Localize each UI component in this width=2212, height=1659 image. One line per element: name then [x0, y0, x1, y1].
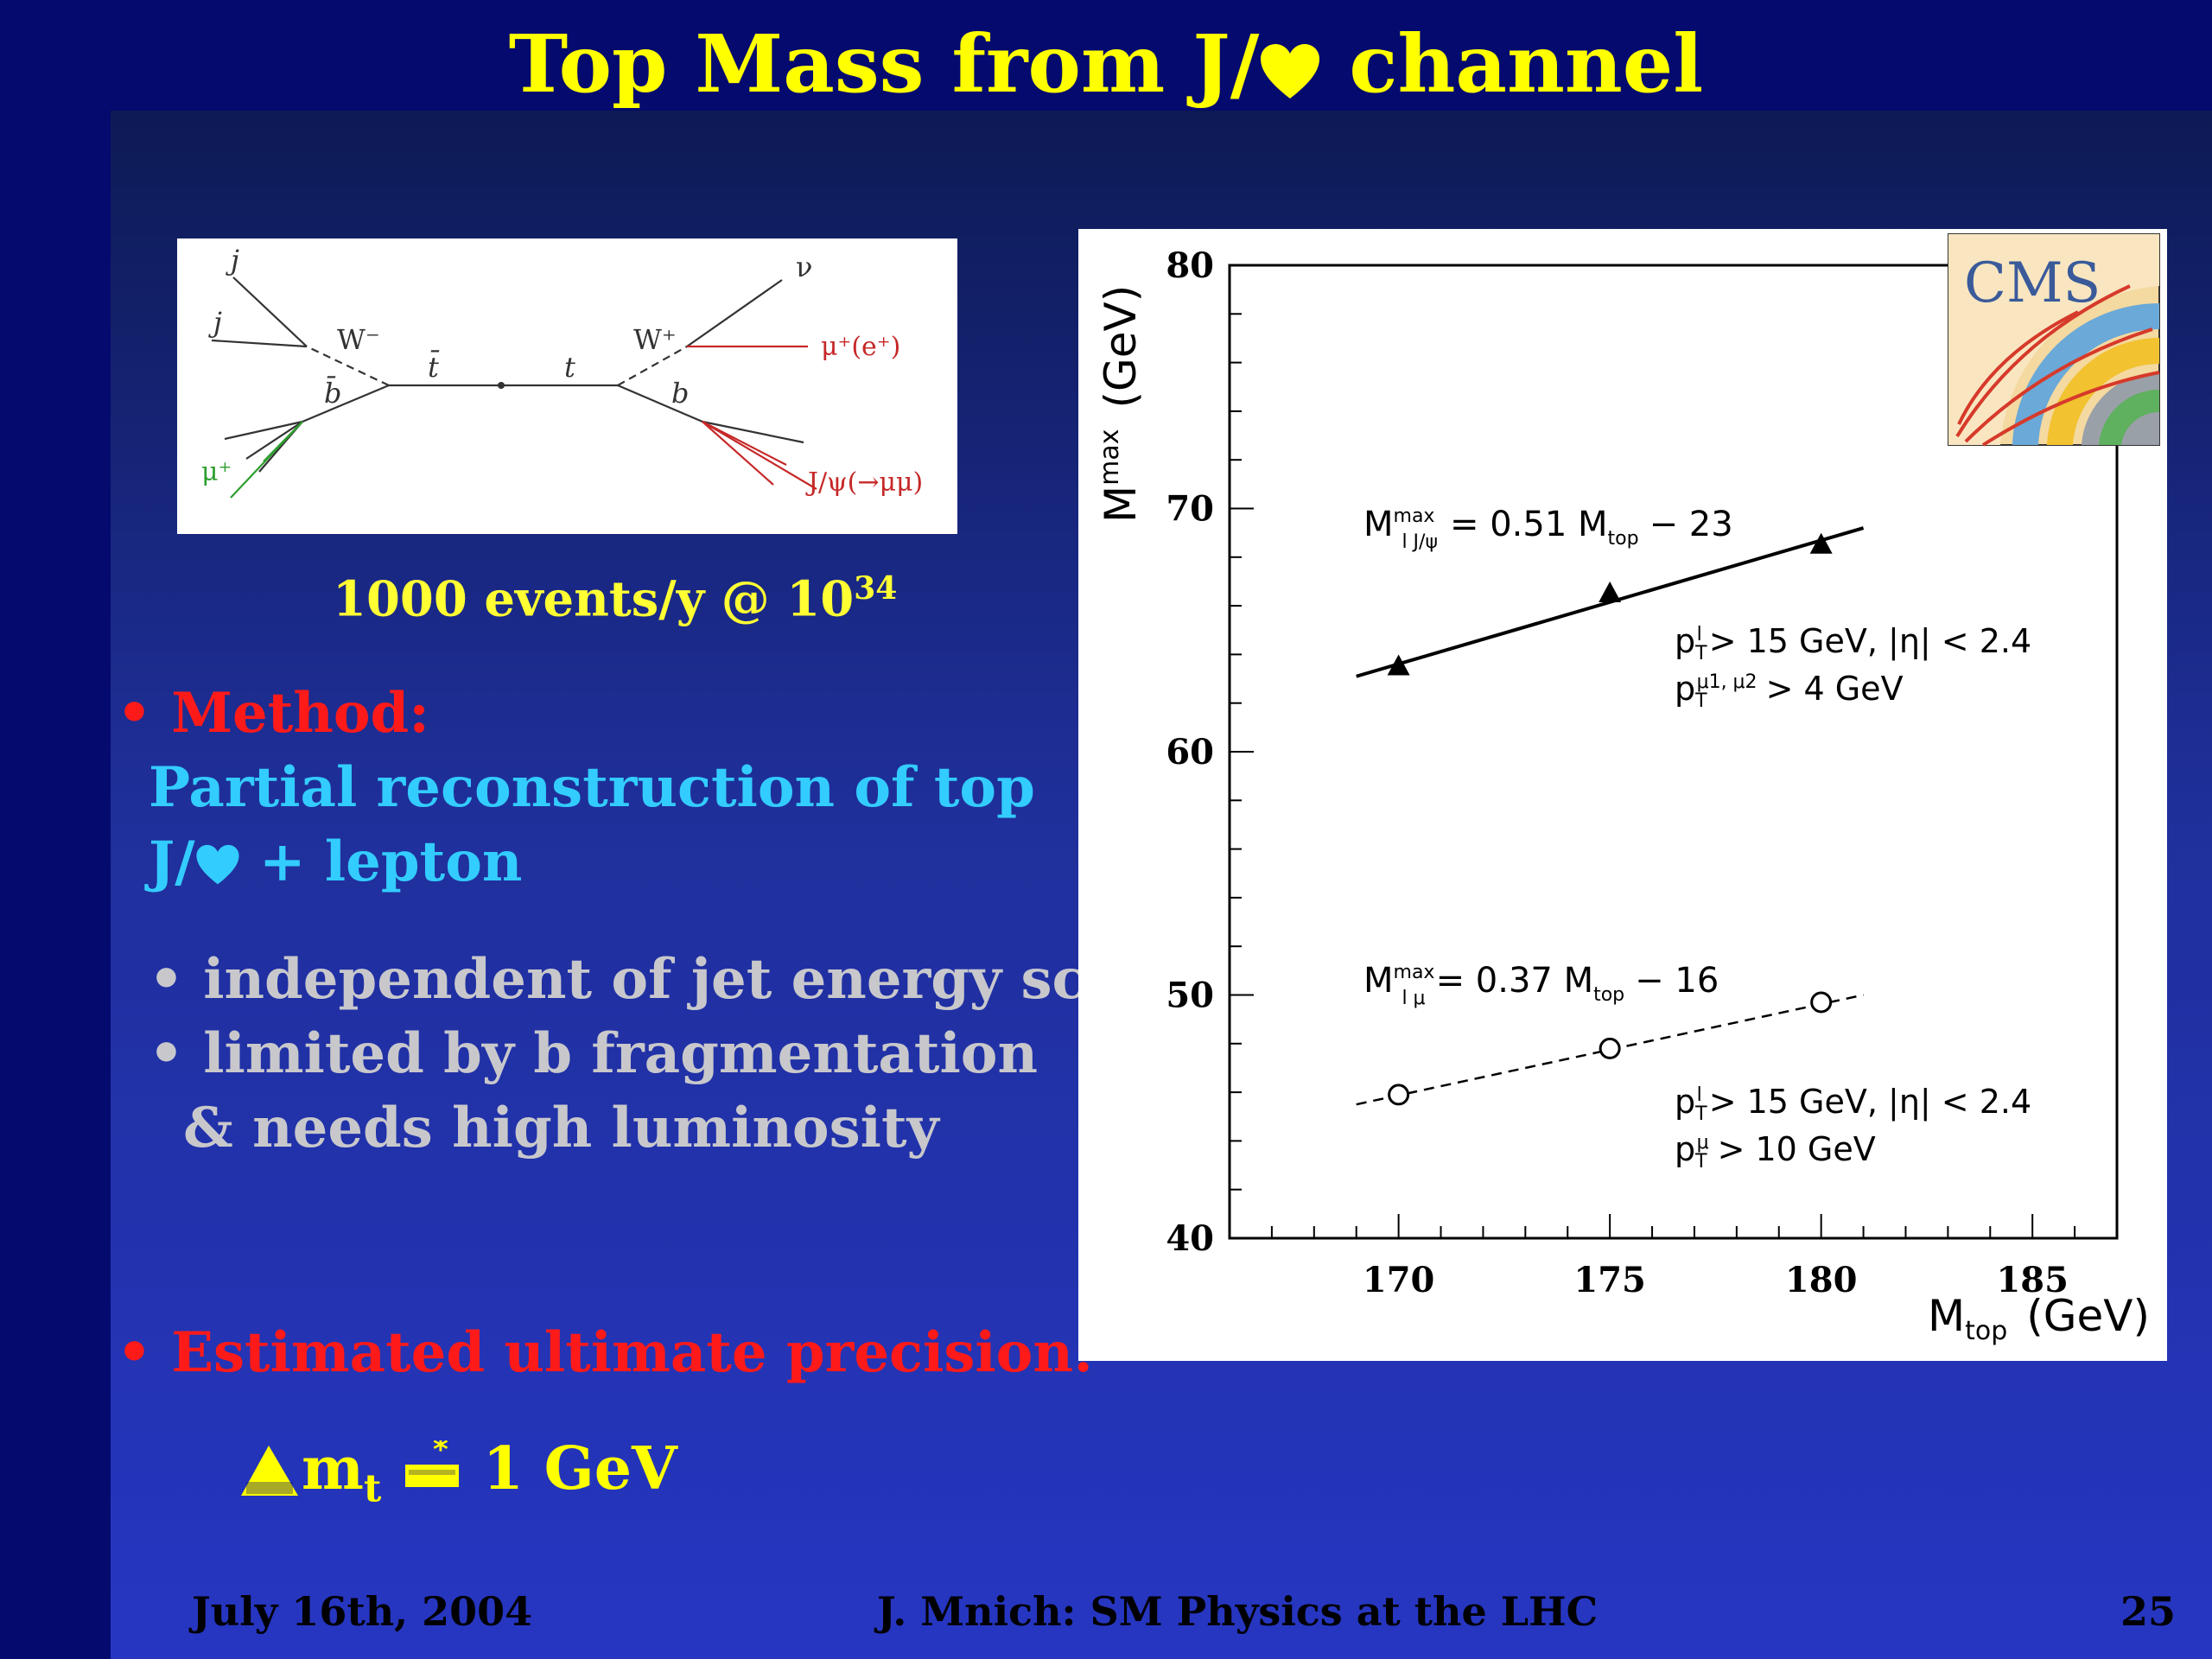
b-line: [617, 384, 703, 423]
series1-point: [1599, 582, 1622, 603]
title-part2: channel: [1321, 17, 1704, 111]
label-w-minus: W⁻: [337, 323, 380, 356]
footer-title: J. Mnich: SM Physics at the LHC: [877, 1588, 1599, 1635]
series2-formula: Mmax l μ = 0.37 Mtop − 16: [1363, 961, 1719, 1009]
label-nu: ν: [796, 251, 812, 283]
series1-point: [1809, 532, 1833, 554]
feynman-diagram-svg: j j t̄ t b̄ b W⁻ W⁺ ν μ⁺(e⁺) J/ψ(→μμ) μ⁺: [201, 244, 923, 499]
heart-psi-icon: [196, 844, 239, 885]
b-frag-1: [702, 420, 804, 444]
jpsi-line-2: [702, 421, 817, 490]
x-tick-label: 180: [1785, 1260, 1858, 1300]
vertex-dot: [498, 382, 505, 389]
y-tick-label: 70: [1166, 489, 1214, 530]
feynman-diagram: j j t̄ t b̄ b W⁻ W⁺ ν μ⁺(e⁺) J/ψ(→μμ) μ⁺: [177, 238, 957, 534]
method-line1: Partial reconstruction of top: [149, 755, 1035, 820]
label-b: b: [671, 377, 689, 410]
series1-cut1: pTl > 15 GeV, |η| < 2.4: [1675, 622, 2031, 664]
precision-m: m: [302, 1434, 364, 1503]
series1-point: [1387, 654, 1410, 676]
label-tbar: t̄: [428, 350, 440, 384]
neutrino-line: [686, 279, 783, 347]
w-plus-line: [617, 346, 688, 386]
bullet-b-fragmentation: • limited by b fragmentation: [149, 1021, 1038, 1086]
method-heading: • Method:: [117, 681, 429, 746]
events-text: 1000 events/y @ 10: [333, 570, 855, 628]
chart-svg: 170 175 180 185 40 50 60 70 80 CMS Mtop (GeV) Mma…: [1095, 233, 2160, 1346]
precision-number: 1 GeV: [461, 1434, 677, 1503]
cms-logo-text: CMS: [1964, 251, 2101, 315]
bullet-luminosity: & needs high luminosity: [183, 1096, 939, 1160]
chart-panel: 170 175 180 185 40 50 60 70 80 CMS Mtop (GeV) Mma…: [1078, 229, 2167, 1361]
bullet-jet-energy: • independent of jet energy scale: [149, 947, 1178, 1012]
x-axis-label: Mtop (GeV): [1928, 1291, 2150, 1346]
method-line2b: + lepton: [239, 830, 523, 894]
bbar-frag-2: [245, 421, 303, 460]
slide-title: Top Mass from J/ channel: [0, 17, 2212, 111]
precision-subscript: t: [363, 1466, 382, 1511]
y-tick-label: 50: [1166, 976, 1214, 1016]
series1-formula: Mmax l J/ψ = 0.51 Mtop − 23: [1363, 505, 1733, 553]
events-rate: 1000 events/y @ 1034: [333, 570, 897, 628]
cms-logo: CMS: [1948, 233, 2160, 447]
y-tick-label: 60: [1166, 732, 1214, 772]
jet-line-1: [232, 276, 308, 347]
x-tick-label: 175: [1573, 1260, 1646, 1300]
series2-point: [1599, 1037, 1621, 1059]
series1-cut2: pTμ1, μ2 > 4 GeV: [1675, 670, 1904, 712]
y-axis-label: Mmax(GeV): [1095, 285, 1146, 523]
page-number: 25: [2120, 1588, 2177, 1635]
label-bbar: b̄: [324, 376, 341, 410]
w-minus-line: [306, 346, 390, 386]
label-j1: j: [226, 244, 239, 276]
x-tick-label: 170: [1363, 1260, 1435, 1300]
series2-point: [1388, 1084, 1410, 1106]
y-tick-label: 40: [1166, 1218, 1214, 1259]
title-part1: Top Mass from J/: [508, 17, 1260, 111]
muon-plus-frag: [263, 421, 303, 462]
x-tick-label: 185: [1996, 1260, 2069, 1300]
precision-value: mt * 1 GeV: [238, 1433, 677, 1511]
heart-psi-icon: [1261, 44, 1320, 99]
jpsi-line-3: [702, 421, 774, 486]
label-jpsi: J/ψ(→μμ): [805, 467, 923, 498]
bbar-frag-1: [224, 420, 303, 441]
label-mu-e: μ⁺(e⁺): [821, 332, 900, 362]
y-tick-label: 80: [1166, 245, 1214, 286]
label-w-plus: W⁺: [633, 323, 677, 356]
method-line2a: J/: [149, 830, 195, 894]
label-j2: j: [208, 306, 222, 339]
footer-date: July 16th, 2004: [192, 1588, 533, 1635]
bbar-line: [302, 384, 390, 423]
svg-text:*: *: [433, 1440, 448, 1467]
label-mu-plus: μ⁺: [201, 457, 232, 487]
series2-point: [1810, 991, 1833, 1014]
jet-line-2: [211, 339, 308, 348]
label-t: t: [564, 351, 575, 384]
approx-glyph-icon: *: [404, 1433, 459, 1487]
events-exponent: 34: [854, 570, 898, 607]
series2-cut1: pTl > 15 GeV, |η| < 2.4: [1675, 1083, 2031, 1125]
delta-glyph-icon: [241, 1446, 298, 1496]
method-line2: J/ + lepton: [149, 830, 522, 894]
precision-heading: • Estimated ultimate precision:: [117, 1320, 1094, 1385]
series2-cut2: pTμ > 10 GeV: [1675, 1130, 1876, 1173]
